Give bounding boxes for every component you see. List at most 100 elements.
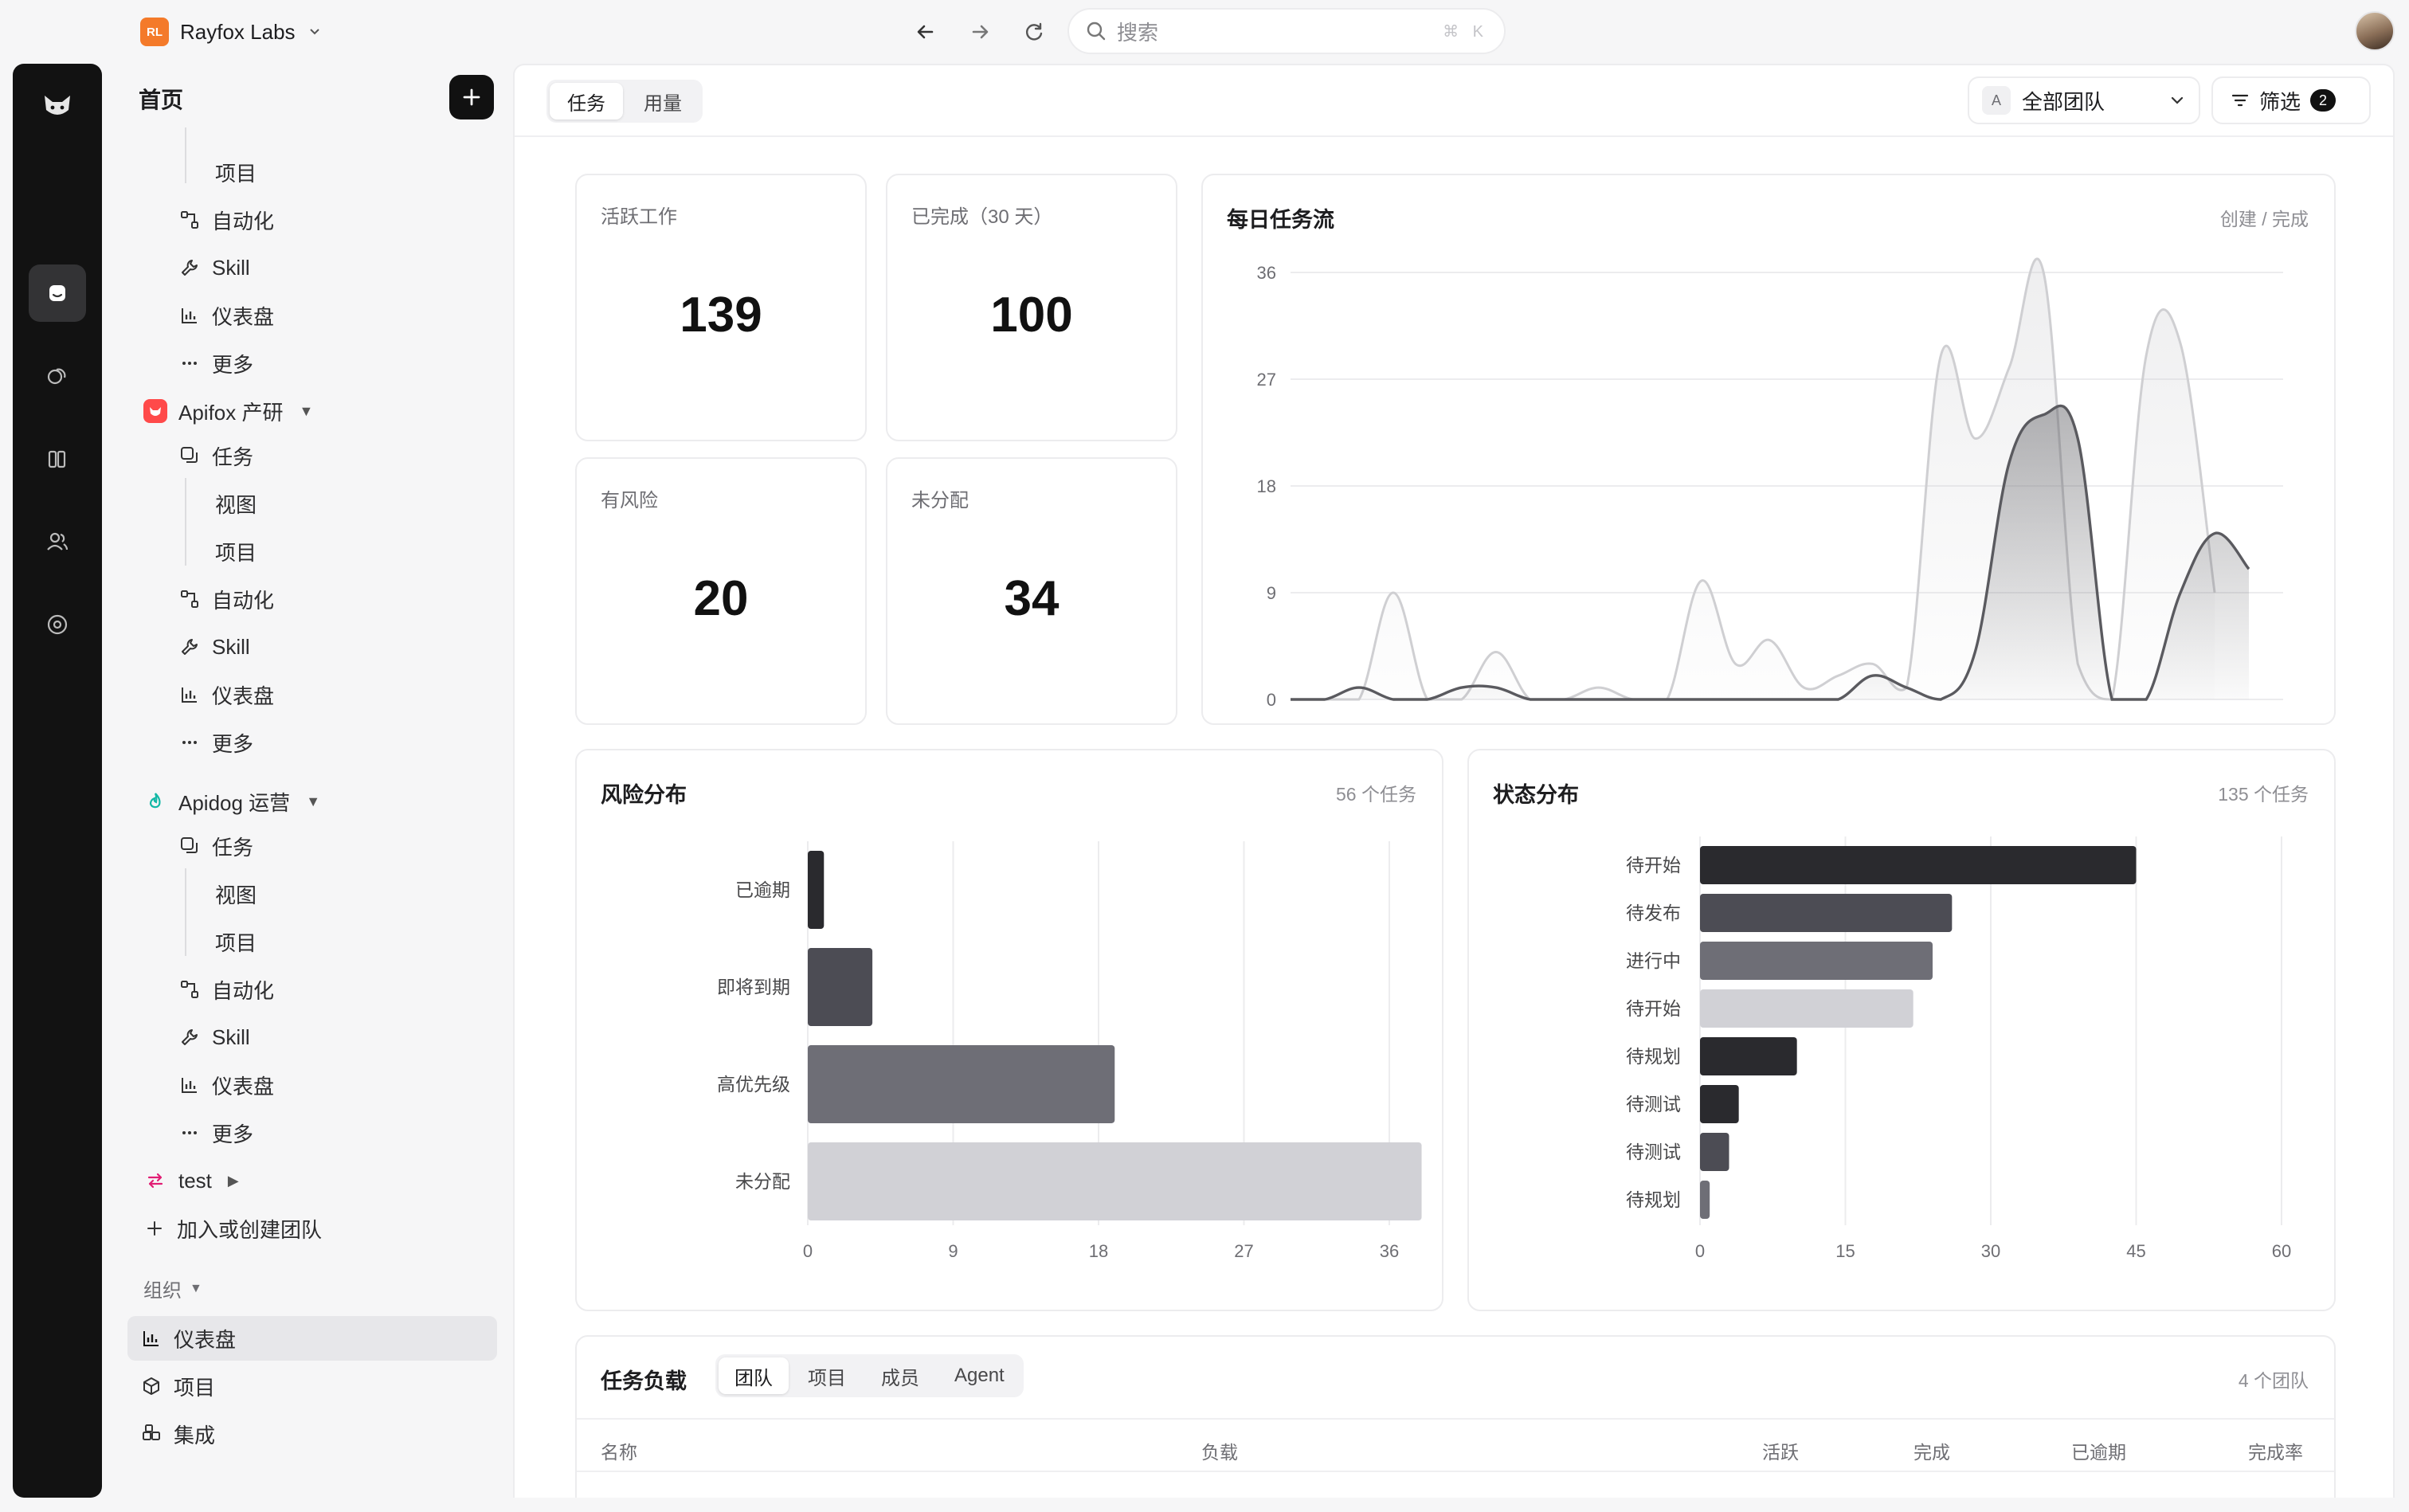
x-tick-label: 5/19 xyxy=(1274,722,1308,723)
column-header[interactable]: 已逾期 xyxy=(2071,1442,2126,1463)
refresh-button[interactable] xyxy=(1018,16,1050,48)
column-header[interactable]: 活跃 xyxy=(1762,1442,1799,1463)
org-group-toggle[interactable]: 组织 ▼ xyxy=(143,1275,202,1302)
rail-library-button[interactable] xyxy=(29,430,86,488)
sidebar-item-more[interactable]: 更多 xyxy=(178,1112,253,1154)
chart-title: 状态分布 xyxy=(1493,783,1579,807)
bar-chart-icon xyxy=(178,304,201,327)
sidebar-item-dashboard[interactable]: 仪表盘 xyxy=(178,295,274,336)
sidebar-item-automation[interactable]: 自动化 xyxy=(178,199,274,241)
sidebar-nav: 项目 自动化 Skill 仪表盘 更多 Apifox 产研 ▼ 任务 视图 xyxy=(115,127,513,1482)
rail-tasks-button[interactable] xyxy=(29,347,86,405)
rail-members-button[interactable] xyxy=(29,513,86,570)
sidebar-item-projects[interactable]: 项目 xyxy=(215,151,257,193)
sidebar-item-automation[interactable]: 自动化 xyxy=(178,578,274,620)
sidebar-item-label: 自动化 xyxy=(212,588,275,613)
bar-chart-icon xyxy=(178,1074,201,1096)
filter-button[interactable]: 筛选 2 xyxy=(2211,76,2371,124)
chevron-down-icon xyxy=(2171,96,2184,104)
avatar[interactable] xyxy=(2355,11,2395,51)
kpi-card-unassigned: 未分配 34 xyxy=(886,457,1177,725)
team-badge: A xyxy=(1982,86,2011,115)
sidebar-item-label: 仪表盘 xyxy=(212,1074,275,1099)
x-tick-label: 6/2 xyxy=(1757,722,1782,723)
sidebar-team-apidog[interactable]: Apidog 运营 ▼ xyxy=(143,781,320,822)
sidebar-item-org-projects[interactable]: 项目 xyxy=(140,1365,215,1407)
sidebar-item-automation[interactable]: 自动化 xyxy=(178,969,274,1010)
tab-usage[interactable]: 用量 xyxy=(644,92,682,115)
tab-agent[interactable]: Agent xyxy=(954,1365,1005,1386)
category-label: 待规划 xyxy=(1626,1046,1681,1067)
x-tick-label: 5/25 xyxy=(1479,722,1513,723)
y-tick-label: 9 xyxy=(1267,583,1276,603)
main-panel: 任务 用量 A 全部团队 筛选 2 活跃工作 139 已完成（30 天） 100… xyxy=(513,64,2395,1498)
daily-flow-card: 每日任务流 创建 / 完成 0 9 18 27 36 5/19 5/21 5/23 5/25 5/… xyxy=(1201,174,2336,725)
sidebar-item-more[interactable]: 更多 xyxy=(178,722,253,763)
bar xyxy=(1700,1037,1797,1075)
refresh-icon xyxy=(1025,22,1043,41)
filter-count-badge: 2 xyxy=(2310,89,2337,112)
filter-icon xyxy=(2231,94,2249,107)
sidebar-team-test[interactable]: test ▶ xyxy=(143,1160,239,1201)
chart-meta: 创建 / 完成 xyxy=(2219,209,2309,229)
sidebar-item-views[interactable]: 视图 xyxy=(215,873,257,915)
workspace-switcher[interactable]: RL Rayfox Labs xyxy=(140,18,323,46)
sidebar-item-org-dashboard[interactable]: 仪表盘 xyxy=(140,1318,236,1359)
sidebar-item-org-integrations[interactable]: 集成 xyxy=(140,1413,215,1455)
column-header[interactable]: 完成 xyxy=(1913,1442,1950,1463)
sidebar-item-more[interactable]: 更多 xyxy=(178,343,253,384)
tree-line xyxy=(185,127,186,183)
back-button[interactable] xyxy=(910,16,942,48)
sidebar-item-tasks[interactable]: 任务 xyxy=(178,825,253,867)
sidebar-item-label: 视图 xyxy=(215,492,257,517)
x-tick-label: 5/23 xyxy=(1410,722,1444,723)
sidebar-item-skill[interactable]: Skill xyxy=(178,247,250,288)
caret-down-icon: ▼ xyxy=(306,793,321,809)
join-team-button[interactable]: 加入或创建团队 xyxy=(143,1208,322,1249)
column-header[interactable]: 完成率 xyxy=(2248,1442,2303,1463)
category-label: 待开始 xyxy=(1626,855,1681,875)
sidebar-item-tasks[interactable]: 任务 xyxy=(178,435,253,476)
add-button[interactable] xyxy=(449,75,494,119)
category-label: 待规划 xyxy=(1626,1189,1681,1210)
sidebar-item-projects[interactable]: 项目 xyxy=(215,921,257,962)
sidebar-item-skill[interactable]: Skill xyxy=(178,1016,250,1058)
workload-title: 任务负载 xyxy=(601,1369,687,1393)
sidebar-item-skill[interactable]: Skill xyxy=(178,626,250,668)
join-team-label: 加入或创建团队 xyxy=(177,1217,323,1242)
kpi-value: 100 xyxy=(990,288,1073,343)
search-icon xyxy=(1087,22,1106,41)
forward-button[interactable] xyxy=(964,16,996,48)
tasks-icon xyxy=(178,445,201,467)
fox-logo-icon[interactable] xyxy=(40,88,75,123)
team-select[interactable]: A 全部团队 xyxy=(1968,76,2200,124)
sidebar: 首页 项目 自动化 Skill 仪表盘 更多 Apifox 产研 ▼ xyxy=(115,64,513,1498)
sidebar-item-dashboard[interactable]: 仪表盘 xyxy=(178,1064,274,1106)
x-tick-label: 5/29 xyxy=(1616,722,1650,723)
rail-settings-button[interactable] xyxy=(29,596,86,653)
wrench-icon xyxy=(178,1026,201,1048)
column-header[interactable]: 名称 xyxy=(601,1442,637,1463)
x-tick-label: 45 xyxy=(2126,1241,2145,1261)
kpi-label: 已完成（30 天） xyxy=(911,206,1053,228)
tab-tasks[interactable]: 任务 xyxy=(550,83,623,119)
bar xyxy=(808,948,873,1026)
sidebar-item-label: 项目 xyxy=(215,540,257,565)
tab-members[interactable]: 成员 xyxy=(881,1367,919,1389)
rail-home-button[interactable] xyxy=(29,264,86,322)
sidebar-item-label: 任务 xyxy=(212,835,254,860)
tab-teams[interactable]: 团队 xyxy=(719,1357,789,1394)
y-tick-label: 0 xyxy=(1267,690,1276,710)
x-tick-label: 5/21 xyxy=(1342,722,1377,723)
search-input[interactable]: 搜索 ⌘ K xyxy=(1067,8,1506,54)
tab-projects[interactable]: 项目 xyxy=(808,1367,846,1389)
sidebar-item-projects[interactable]: 项目 xyxy=(215,531,257,572)
sidebar-team-apifox[interactable]: Apifox 产研 ▼ xyxy=(143,390,313,432)
sidebar-item-label: 更多 xyxy=(212,731,254,756)
sidebar-item-views[interactable]: 视图 xyxy=(215,483,257,524)
sidebar-item-dashboard[interactable]: 仪表盘 xyxy=(178,674,274,715)
arrow-left-icon xyxy=(917,25,934,39)
column-header[interactable]: 负载 xyxy=(1201,1442,1238,1463)
integrations-icon xyxy=(140,1423,163,1445)
